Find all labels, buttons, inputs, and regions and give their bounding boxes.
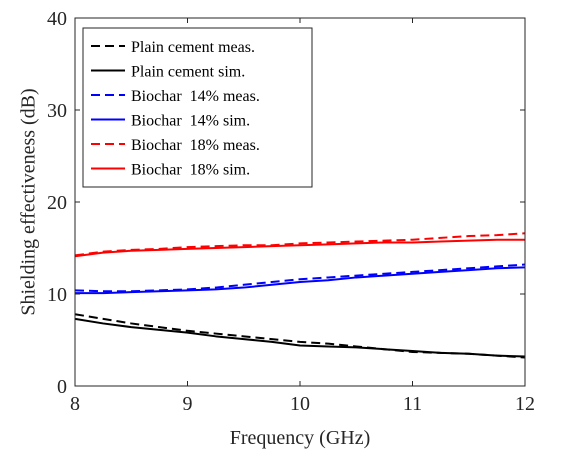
y-tick-label: 20 <box>47 192 67 214</box>
series-line-5 <box>74 238 525 258</box>
x-tick-label: 12 <box>515 393 535 415</box>
y-axis-label: Shielding effectiveness (dB) <box>18 88 40 315</box>
legend-label: Biochar 18% sim. <box>131 162 250 179</box>
legend-label: Plain cement meas. <box>131 39 255 56</box>
legend-label: Biochar 18% meas. <box>131 137 260 154</box>
x-tick-label: 9 <box>183 393 193 415</box>
legend-label: Biochar 14% meas. <box>131 88 260 105</box>
series-layer <box>74 232 526 359</box>
y-tick-label: 0 <box>57 376 67 398</box>
x-tick-label: 11 <box>403 393 422 415</box>
ticks-layer: 8 9 10 11 12 0 10 20 30 40 <box>47 8 535 415</box>
legend-box <box>82 27 313 188</box>
x-tick-label: 10 <box>290 393 310 415</box>
series-line-0 <box>74 313 526 359</box>
y-tick-label: 40 <box>47 8 67 30</box>
legend-label: Plain cement sim. <box>131 64 245 81</box>
x-axis-label: Frequency (GHz) <box>230 427 371 449</box>
y-tick-label: 30 <box>47 100 67 122</box>
legend: Plain cement meas. Plain cement sim. Bioch… <box>82 27 313 188</box>
series-line-3 <box>75 266 526 295</box>
y-tick-label: 10 <box>47 284 67 306</box>
series-line-1 <box>74 317 526 358</box>
x-tick-label: 8 <box>70 393 80 415</box>
legend-label: Biochar 14% sim. <box>131 113 250 130</box>
